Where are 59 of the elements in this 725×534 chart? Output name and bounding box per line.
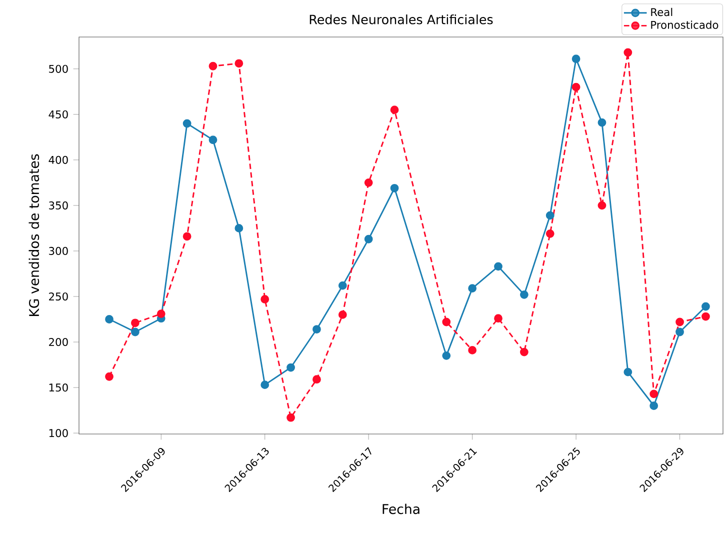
point (156, 310, 166, 318)
point (182, 232, 192, 241)
x-axis-title: Fecha (382, 504, 420, 514)
point (105, 372, 114, 381)
point (208, 62, 218, 70)
y-tick-label: 400 (48, 156, 68, 164)
point (572, 82, 580, 92)
point (676, 318, 684, 326)
point (260, 295, 270, 304)
point (468, 284, 477, 292)
point (546, 229, 554, 238)
point (520, 290, 528, 299)
y-tick-label: 100 (49, 429, 68, 438)
point (338, 310, 347, 319)
point (105, 315, 114, 324)
point (494, 314, 502, 323)
y-tick-label: 200 (49, 338, 68, 346)
point (572, 54, 580, 64)
point (494, 262, 502, 271)
point (286, 413, 295, 422)
point (442, 351, 451, 360)
point (260, 380, 270, 390)
point (702, 312, 710, 321)
point (338, 281, 347, 290)
point (390, 184, 399, 192)
point (624, 368, 632, 376)
point (312, 325, 321, 334)
point (390, 106, 399, 114)
y-tick-label: 450 (48, 110, 68, 118)
point (702, 302, 710, 311)
point (364, 234, 373, 244)
point (234, 59, 244, 68)
point (676, 328, 684, 336)
legend-label: Pronosticado (651, 20, 718, 29)
point (130, 318, 140, 328)
point (520, 348, 528, 356)
legend-label: Real (651, 8, 672, 16)
y-tick-label: 500 (49, 64, 68, 73)
point (208, 136, 218, 144)
y-axis-title: KG vendidos de tomates (28, 154, 40, 316)
y-tick-label: 250 (49, 292, 68, 301)
y-tick-label: 150 (49, 384, 68, 392)
point (598, 201, 606, 210)
point (130, 328, 140, 336)
y-tick-label: 350 (49, 201, 68, 210)
point (468, 346, 477, 354)
point (286, 363, 295, 372)
point (442, 318, 451, 326)
y-tick-label: 300 (49, 246, 68, 255)
point (234, 224, 244, 232)
point (598, 118, 606, 127)
point (546, 211, 554, 220)
point (650, 402, 658, 410)
point (364, 178, 373, 187)
point (182, 119, 192, 128)
point (624, 48, 632, 57)
chart-title: Redes Neuronales Artificiales (310, 14, 493, 24)
point (650, 390, 658, 398)
point (312, 375, 321, 384)
